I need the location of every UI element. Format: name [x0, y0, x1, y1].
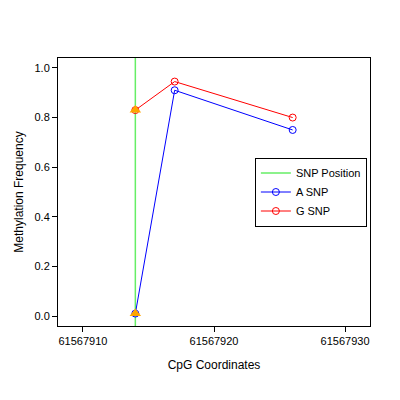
svg-text:A SNP: A SNP: [296, 186, 328, 198]
svg-text:Methylation Frequency: Methylation Frequency: [12, 131, 26, 252]
svg-text:1.0: 1.0: [35, 62, 50, 74]
svg-text:61567910: 61567910: [58, 335, 107, 347]
svg-text:0.0: 0.0: [35, 310, 50, 322]
svg-text:SNP Position: SNP Position: [296, 167, 361, 179]
svg-text:0.8: 0.8: [35, 111, 50, 123]
svg-text:0.4: 0.4: [35, 211, 50, 223]
svg-text:61567920: 61567920: [190, 335, 239, 347]
svg-text:61567930: 61567930: [321, 335, 370, 347]
svg-text:0.2: 0.2: [35, 260, 50, 272]
svg-text:CpG Coordinates: CpG Coordinates: [168, 358, 261, 372]
svg-text:0.6: 0.6: [35, 161, 50, 173]
svg-text:G SNP: G SNP: [296, 205, 330, 217]
